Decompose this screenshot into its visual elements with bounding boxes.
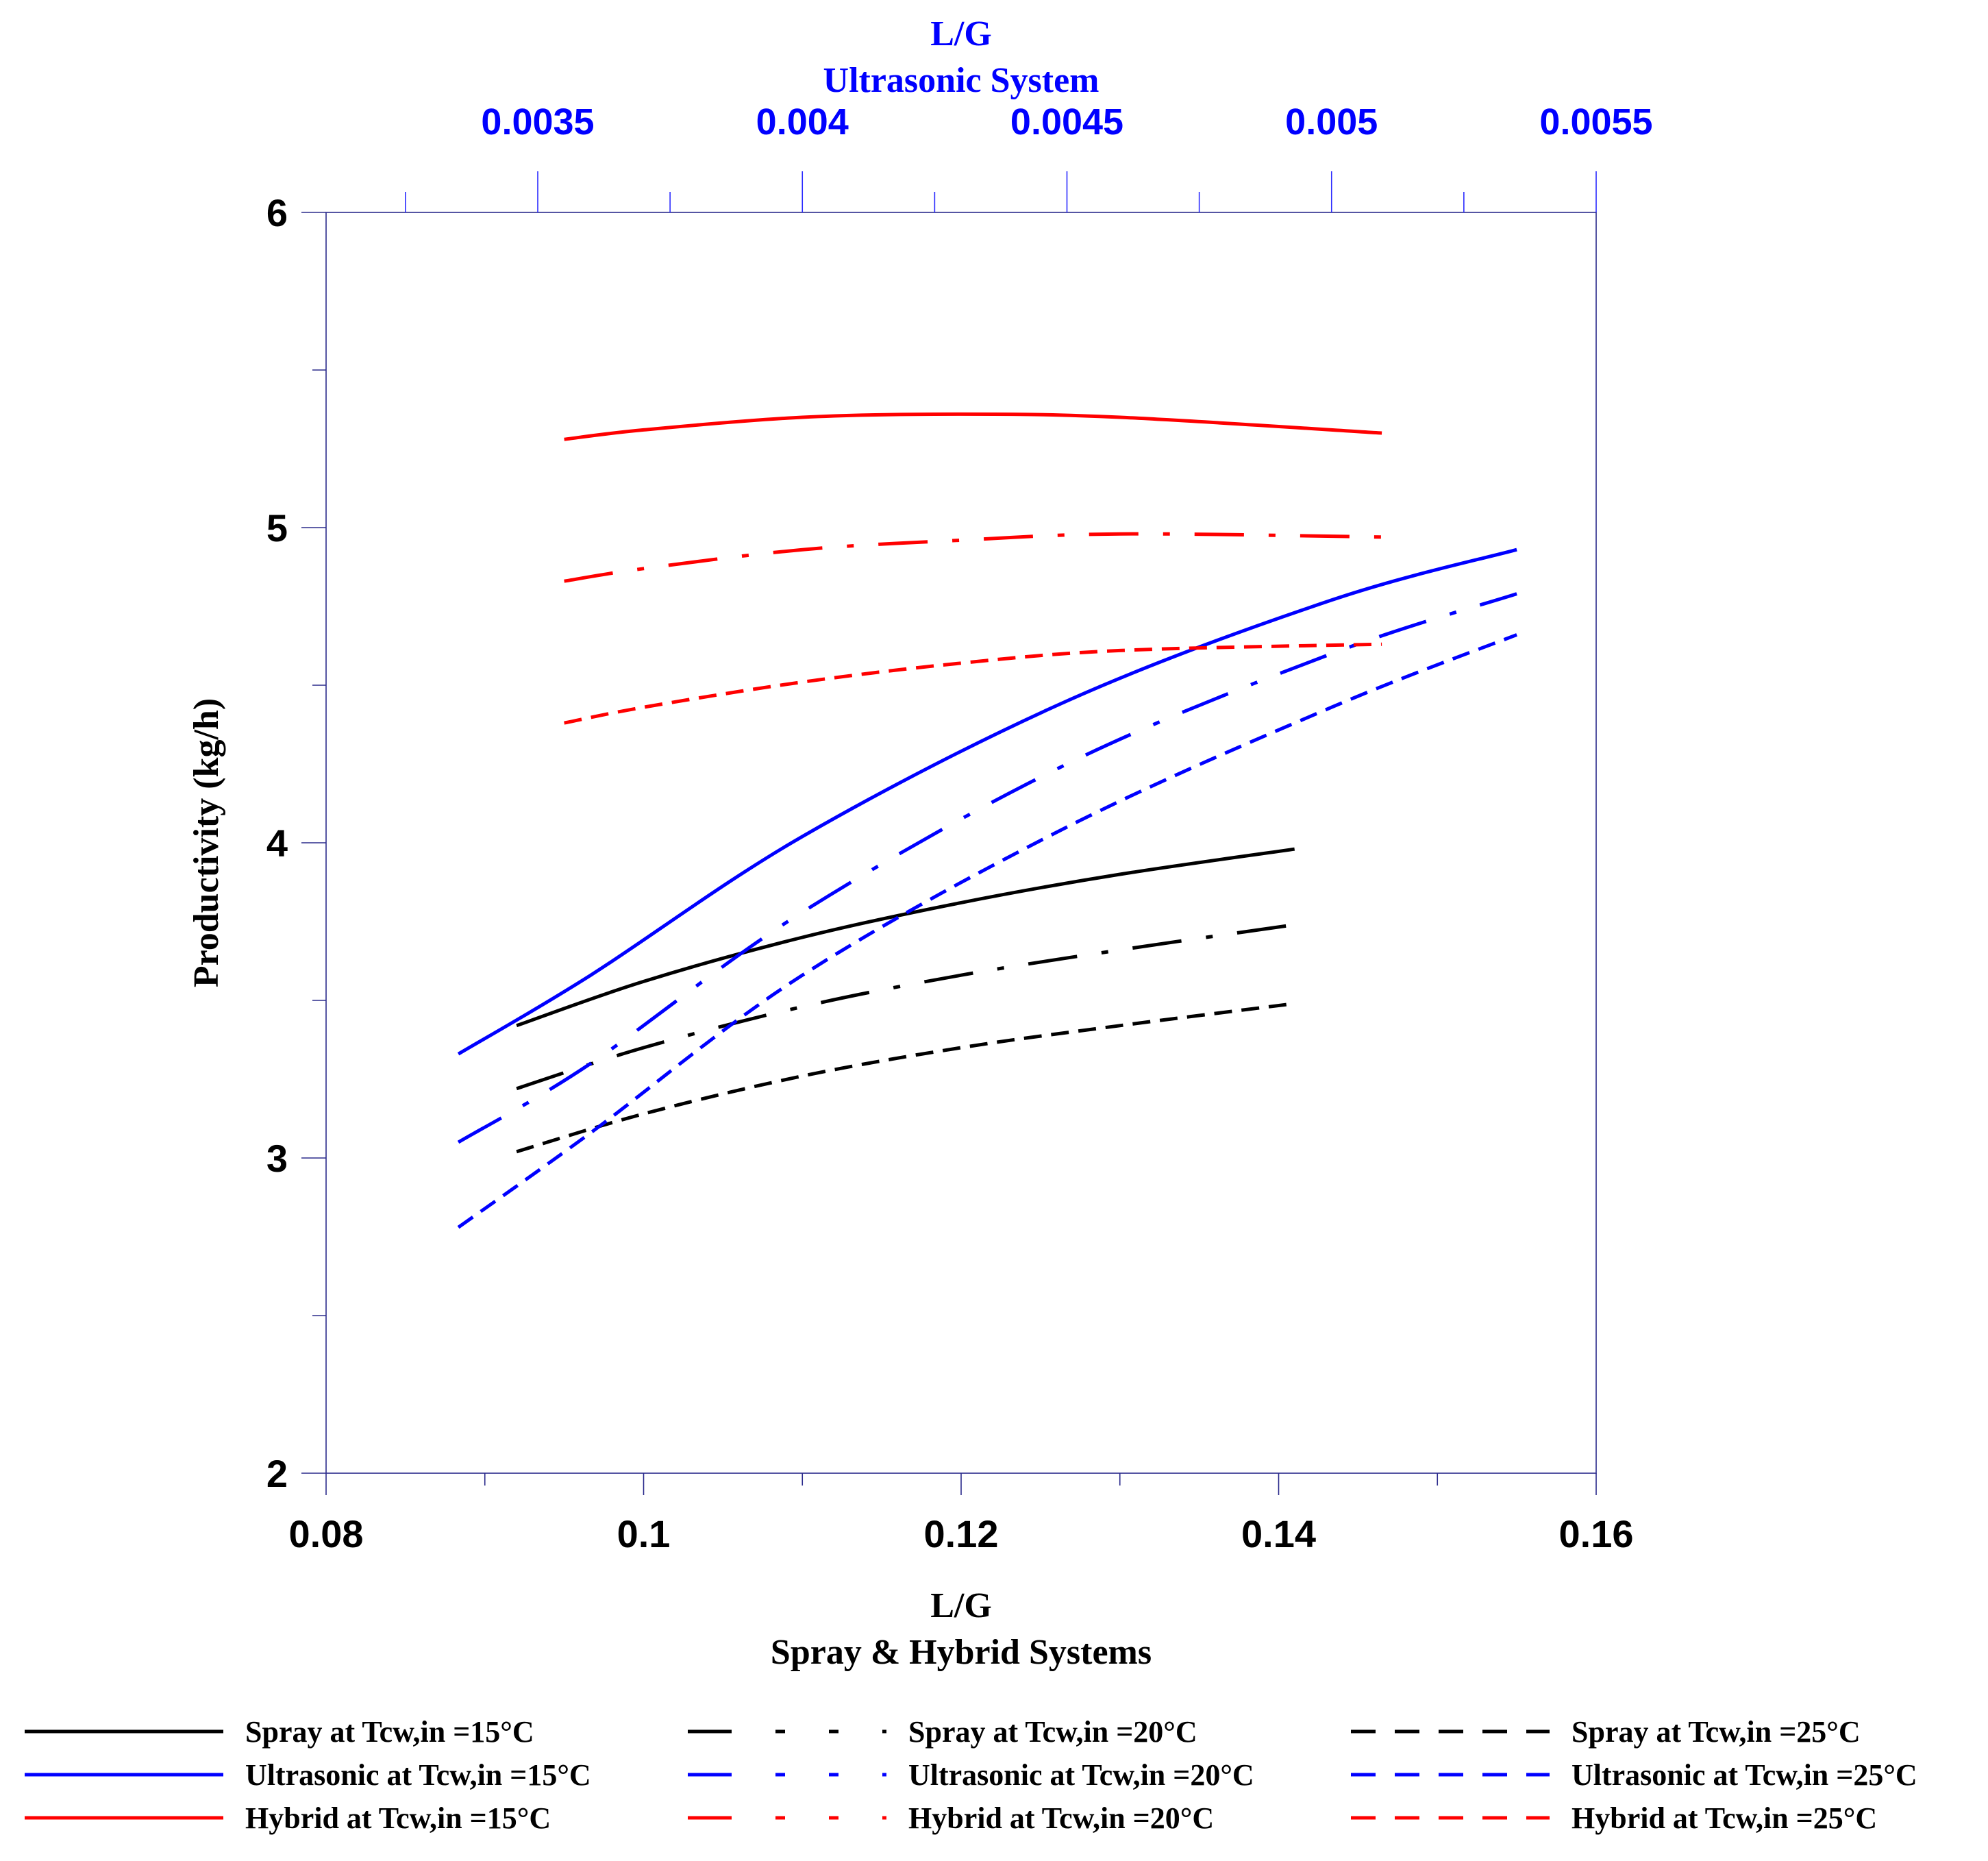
top-tick-label: 0.004 [756,101,849,143]
y-tick-label: 2 [266,1452,288,1495]
legend-label-2: Spray at Tcw,in =25°C [1571,1715,1861,1749]
top-tick-label: 0.0035 [481,101,594,143]
top-axis-title: L/G [930,14,992,53]
bottom-tick-label: 0.14 [1241,1512,1316,1555]
text-layer: 0.08 0.1 0.12 0.14 0.16 0.0035 0.004 0.0045 0.00… [187,14,1653,1672]
legend-label-0: Spray at Tcw,in =15°C [245,1715,534,1749]
series-layer [457,412,1518,1229]
top-tick-label: 0.005 [1285,101,1378,143]
bottom-tick-label: 0.12 [924,1512,999,1555]
legend-label-3: Ultrasonic at Tcw,in =15°C [245,1758,591,1792]
series-line-4 [457,592,1517,1144]
bottom-tick-label: 0.1 [617,1512,671,1555]
top-tick-label: 0.0045 [1010,101,1123,143]
y-tick-label: 5 [266,506,288,550]
y-axis-title: Productivity (kg/h) [187,698,226,987]
y-tick-label: 3 [266,1137,288,1180]
legend: Spray at Tcw,in =15°C Spray at Tcw,in =20… [25,1715,1917,1835]
bottom-tick-label: 0.08 [289,1512,364,1555]
legend-label-1: Spray at Tcw,in =20°C [908,1715,1197,1749]
legend-label-5: Ultrasonic at Tcw,in =25°C [1571,1758,1917,1792]
legend-label-6: Hybrid at Tcw,in =15°C [245,1801,551,1835]
axes-layer [301,171,1597,1495]
bottom-tick-label: 0.16 [1559,1512,1634,1555]
legend-label-8: Hybrid at Tcw,in =25°C [1571,1801,1877,1835]
top-axis-subtitle: Ultrasonic System [823,61,1099,100]
series-line-8 [564,642,1382,725]
y-tick-label: 6 [266,191,288,234]
y-tick-label: 4 [266,822,288,865]
series-line-3 [457,547,1517,1056]
series-line-0 [516,847,1295,1028]
legend-label-7: Hybrid at Tcw,in =20°C [908,1801,1214,1835]
series-line-2 [516,1002,1295,1154]
series-line-7 [564,532,1382,583]
top-tick-label: 0.0055 [1539,101,1652,143]
series-line-6 [564,412,1382,441]
series-line-1 [516,923,1295,1091]
series-line-5 [457,633,1518,1229]
legend-label-4: Ultrasonic at Tcw,in =20°C [908,1758,1254,1792]
bottom-axis-title: L/G [930,1586,992,1625]
bottom-axis-subtitle: Spray & Hybrid Systems [771,1633,1152,1672]
plot-frame [325,212,1597,1474]
